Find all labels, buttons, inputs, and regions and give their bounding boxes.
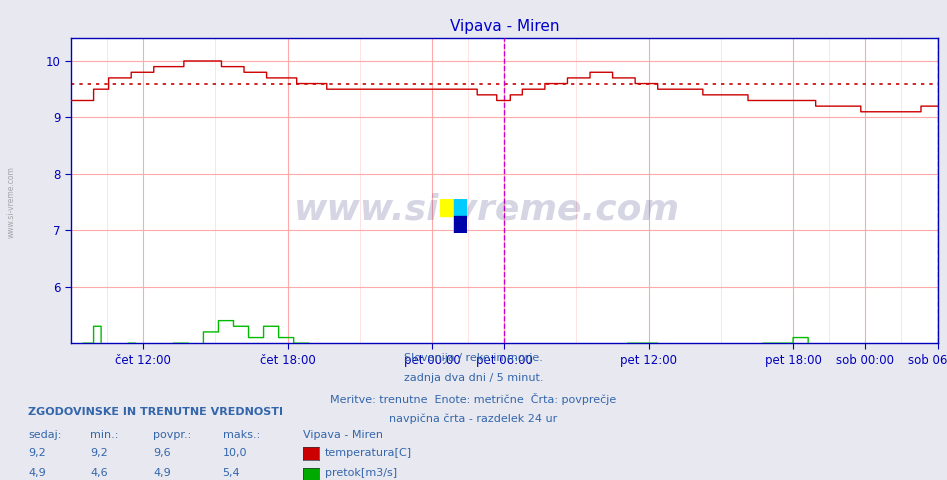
Text: povpr.:: povpr.: (153, 430, 191, 440)
Text: min.:: min.: (90, 430, 118, 440)
Bar (454, 216, 467, 233)
Text: temperatura[C]: temperatura[C] (325, 448, 412, 458)
Text: Vipava - Miren: Vipava - Miren (303, 430, 383, 440)
Text: 9,6: 9,6 (153, 448, 171, 458)
Text: www.si-vreme.com: www.si-vreme.com (7, 166, 16, 238)
Text: 9,2: 9,2 (90, 448, 108, 458)
Text: 10,0: 10,0 (223, 448, 247, 458)
Text: maks.:: maks.: (223, 430, 259, 440)
Text: Slovenija / reke in morje.: Slovenija / reke in morje. (404, 353, 543, 363)
Text: Meritve: trenutne  Enote: metrične  Črta: povprečje: Meritve: trenutne Enote: metrične Črta: … (331, 393, 616, 405)
Text: 9,2: 9,2 (28, 448, 46, 458)
Text: ZGODOVINSKE IN TRENUTNE VREDNOSTI: ZGODOVINSKE IN TRENUTNE VREDNOSTI (28, 407, 283, 417)
Text: www.si-vreme.com: www.si-vreme.com (294, 192, 680, 226)
Text: 4,9: 4,9 (28, 468, 46, 478)
Text: navpična črta - razdelek 24 ur: navpična črta - razdelek 24 ur (389, 413, 558, 424)
Text: 4,9: 4,9 (153, 468, 171, 478)
Bar (454, 199, 467, 216)
Title: Vipava - Miren: Vipava - Miren (450, 20, 559, 35)
Bar (440, 199, 454, 216)
Text: 4,6: 4,6 (90, 468, 108, 478)
Text: 5,4: 5,4 (223, 468, 241, 478)
Text: pretok[m3/s]: pretok[m3/s] (325, 468, 397, 478)
Text: zadnja dva dni / 5 minut.: zadnja dva dni / 5 minut. (403, 373, 544, 383)
Text: sedaj:: sedaj: (28, 430, 62, 440)
